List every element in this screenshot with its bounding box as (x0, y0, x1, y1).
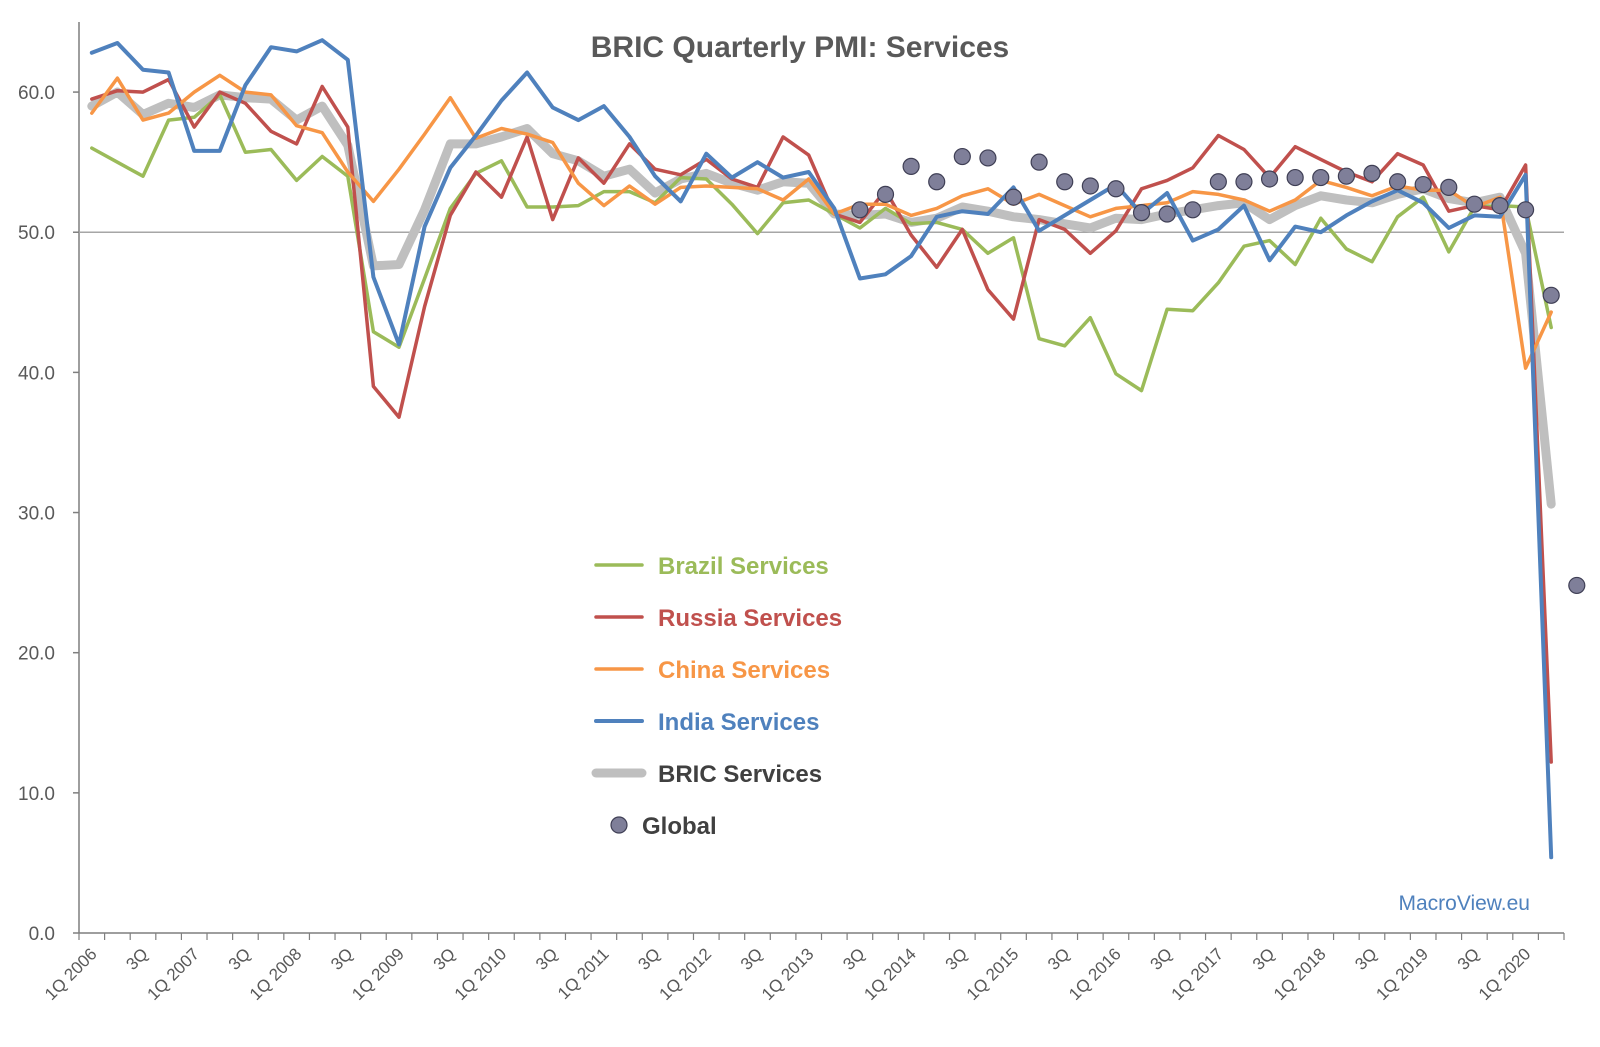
x-tick-label: 1Q 2017 (1168, 944, 1228, 1004)
x-tick-label: 1Q 2006 (41, 944, 101, 1004)
global-point (1056, 173, 1074, 191)
global-point (1363, 164, 1381, 182)
global-point (1286, 168, 1304, 187)
x-tick-label: 3Q (942, 944, 971, 973)
global-point (1004, 188, 1023, 206)
global-point (1388, 173, 1407, 191)
global-point (1516, 201, 1535, 219)
x-tick-label: 1Q 2015 (963, 944, 1023, 1004)
x-tick-label: 3Q (634, 944, 663, 973)
global-point (1107, 180, 1125, 198)
legend-label-bric-services: BRIC Services (658, 761, 822, 788)
global-point (1414, 175, 1432, 194)
x-tick-label: 3Q (1351, 944, 1380, 973)
x-tick-label: 1Q 2009 (348, 944, 408, 1004)
x-tick-label: 1Q 2011 (554, 944, 613, 1003)
y-tick-label: 0.0 (29, 924, 55, 945)
global-point (1235, 173, 1253, 191)
x-tick-label: 1Q 2010 (451, 944, 511, 1004)
x-tick-label: 1Q 2016 (1065, 944, 1125, 1004)
global-point (1081, 177, 1099, 195)
x-tick-label: 3Q (1454, 944, 1483, 973)
global-point (876, 185, 895, 203)
global-point (902, 157, 920, 175)
y-tick-label: 50.0 (18, 223, 55, 244)
legend-label-global: Global (642, 813, 717, 840)
x-tick-label: 3Q (122, 944, 151, 973)
x-tick-label: 3Q (1249, 944, 1278, 973)
global-point (1158, 205, 1176, 223)
x-tick-label: 1Q 2007 (143, 944, 203, 1004)
source-label: MacroView.eu (1398, 892, 1530, 915)
legend-label-india-services: India Services (658, 709, 819, 736)
x-tick-label: 3Q (737, 944, 766, 973)
x-tick-label: 1Q 2012 (656, 944, 716, 1004)
x-tick-label: 1Q 2019 (1372, 944, 1432, 1004)
global-point (1132, 204, 1151, 222)
x-tick-label: 1Q 2020 (1475, 944, 1535, 1004)
global-point (1465, 195, 1483, 213)
legend-label-russia-services: Russia Services (658, 605, 842, 632)
series-layer (87, 38, 1586, 860)
global-point (851, 201, 869, 219)
global-point (1030, 153, 1048, 171)
legend-label-china-services: China Services (658, 657, 830, 684)
x-tick-label: 3Q (225, 944, 254, 973)
x-tick-label: 3Q (430, 944, 459, 973)
x-tick-label: 3Q (532, 944, 561, 973)
series-line-russia-services (90, 77, 1553, 764)
x-tick-label: 1Q 2008 (246, 944, 306, 1004)
series-line-india-services (89, 38, 1554, 860)
global-point (1568, 576, 1586, 595)
y-tick-label: 60.0 (18, 83, 55, 104)
x-tick-label: 3Q (327, 944, 356, 973)
global-point (928, 173, 946, 191)
y-tick-label: 10.0 (18, 784, 55, 805)
x-tick-label: 3Q (1044, 944, 1073, 973)
x-tick-label: 3Q (839, 944, 868, 973)
global-point (953, 147, 971, 166)
global-point (1184, 201, 1202, 219)
x-tick-label: 1Q 2018 (1270, 944, 1330, 1004)
global-point (1209, 173, 1227, 191)
x-tick-label: 1Q 2014 (860, 944, 920, 1004)
legend-marker-global (610, 816, 628, 834)
global-point (1337, 167, 1355, 185)
x-tick-label: 3Q (1146, 944, 1175, 973)
chart-title: BRIC Quarterly PMI: Services (591, 31, 1010, 64)
y-tick-label: 20.0 (18, 644, 55, 665)
global-point (979, 149, 997, 167)
global-point (1440, 178, 1458, 196)
global-point (1491, 197, 1509, 215)
legend: Brazil Services Russia Services China Serv… (591, 553, 842, 840)
x-tick-label: 1Q 2013 (758, 944, 818, 1004)
y-tick-label: 40.0 (18, 363, 55, 384)
legend-label-brazil-services: Brazil Services (658, 553, 829, 580)
y-tick-label: 30.0 (18, 504, 55, 525)
global-point (1542, 286, 1560, 304)
series-line-china-services (90, 73, 1553, 370)
global-point (1312, 168, 1330, 187)
global-point (1260, 170, 1279, 188)
series-line-bric-services (87, 87, 1556, 509)
series-line-brazil-services (90, 93, 1553, 393)
